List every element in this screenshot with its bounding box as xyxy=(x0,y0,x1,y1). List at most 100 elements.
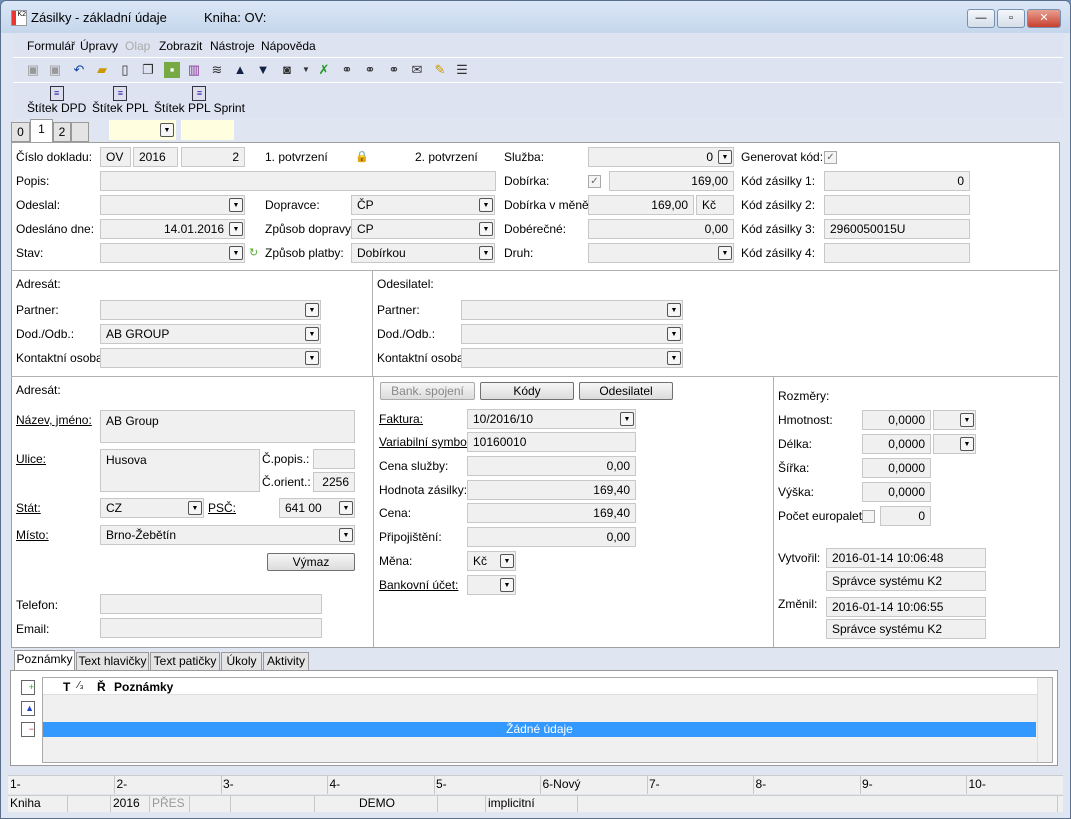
dropdown-icon[interactable]: ▼ xyxy=(302,65,310,74)
menu-formular[interactable]: Formulář xyxy=(27,39,76,53)
hodnota-input[interactable]: 169,40 xyxy=(467,480,636,500)
tab-text-paticky[interactable]: Text patičky xyxy=(150,652,220,671)
page-tab-2[interactable]: 2 xyxy=(53,122,71,142)
misto-combo[interactable]: Brno-Žebětín ▼ xyxy=(100,525,355,545)
stitek-ppl-button[interactable]: ≡ Štítek PPL xyxy=(92,86,149,115)
odeslal-combo[interactable]: ▼ xyxy=(100,195,245,215)
pripojisteni-input[interactable]: 0,00 xyxy=(467,527,636,547)
cena-input[interactable]: 169,40 xyxy=(467,503,636,523)
fkey-7[interactable]: 7- xyxy=(647,775,754,794)
popis-input[interactable] xyxy=(100,171,496,191)
col-r[interactable]: Ř xyxy=(97,680,106,694)
fkey-9[interactable]: 9- xyxy=(860,775,967,794)
edit-icon[interactable]: ✎ xyxy=(434,62,446,77)
odeslano-date[interactable]: 14.01.2016 ▼ xyxy=(100,219,245,239)
cislo-rada[interactable]: OV xyxy=(100,147,131,167)
menu-olap[interactable]: Olap xyxy=(125,39,151,53)
vyska-input[interactable]: 0,0000 xyxy=(862,482,931,502)
tab-aktivity[interactable]: Aktivity xyxy=(263,652,309,671)
minimize-button[interactable]: — xyxy=(967,9,995,28)
europalet-input[interactable]: 0 xyxy=(880,506,931,526)
mail-icon[interactable]: ✉ xyxy=(411,62,423,77)
fkey-3[interactable]: 3- xyxy=(221,775,328,794)
nazev-input[interactable]: AB Group xyxy=(100,410,355,443)
zmenil-user[interactable]: Správce systému K2 xyxy=(826,619,986,639)
save-as-icon[interactable]: ▣ xyxy=(48,62,62,77)
save-icon[interactable]: ▣ xyxy=(26,62,40,77)
tab-ukoly[interactable]: Úkoly xyxy=(221,652,262,671)
dobirka-mena-input[interactable]: 169,00 xyxy=(588,195,694,215)
cislo-number[interactable]: 2 xyxy=(181,147,245,167)
europalet-checkbox[interactable] xyxy=(862,510,875,523)
menu-icon[interactable]: ☰ xyxy=(456,62,468,77)
arrow-down-icon[interactable]: ▼ xyxy=(256,62,270,77)
kod4-input[interactable] xyxy=(824,243,970,263)
delka-input[interactable]: 0,0000 xyxy=(862,434,931,454)
sluzba-combo[interactable]: 0 ▼ xyxy=(588,147,734,167)
open-folder-icon[interactable]: ▰ xyxy=(97,62,107,77)
stitek-dpd-button[interactable]: ≡ Štítek DPD xyxy=(27,86,86,115)
hmotnost-input[interactable]: 0,0000 xyxy=(862,410,931,430)
binoculars-icon[interactable]: ⚭ xyxy=(341,62,353,77)
menu-nastroje[interactable]: Nástroje xyxy=(210,39,255,53)
hmotnost-unit-combo[interactable]: ▼ xyxy=(933,410,976,430)
menu-zobrazit[interactable]: Zobrazit xyxy=(159,39,203,53)
menu-napoveda[interactable]: Nápověda xyxy=(261,39,316,53)
kod1-input[interactable]: 0 xyxy=(824,171,970,191)
lock-icon[interactable]: ▪ xyxy=(164,62,180,78)
maximize-button[interactable]: ▫ xyxy=(997,9,1025,28)
close-button[interactable]: ✕ xyxy=(1027,9,1061,28)
col-3[interactable]: ⁄₃ xyxy=(78,680,84,691)
dobirka-mena-currency[interactable]: Kč xyxy=(696,195,734,215)
druh-combo[interactable]: ▼ xyxy=(588,243,734,263)
delka-unit-combo[interactable]: ▼ xyxy=(933,434,976,454)
cislo-rok[interactable]: 2016 xyxy=(133,147,178,167)
kod2-input[interactable] xyxy=(824,195,970,215)
page-tab-1[interactable]: 1 xyxy=(30,119,53,143)
sirka-input[interactable]: 0,0000 xyxy=(862,458,931,478)
corient-input[interactable]: 2256 xyxy=(313,472,355,492)
doberecne-input[interactable]: 0,00 xyxy=(588,219,734,239)
stav-combo[interactable]: ▼ xyxy=(100,243,245,263)
cpopis-input[interactable] xyxy=(313,449,355,469)
psc-combo[interactable]: 641 00 ▼ xyxy=(279,498,355,518)
tab-text-hlavicky[interactable]: Text hlavičky xyxy=(76,652,149,671)
dopravce-combo[interactable]: ČP ▼ xyxy=(351,195,495,215)
undo-icon[interactable]: ↶ xyxy=(73,62,85,77)
zpusob-platby-combo[interactable]: Dobírkou ▼ xyxy=(351,243,495,263)
bank-spojeni-button[interactable]: Bank. spojení xyxy=(380,382,475,400)
filter-input[interactable] xyxy=(181,120,234,140)
fkey-2[interactable]: 2- xyxy=(115,775,222,794)
new-document-icon[interactable]: ▯ xyxy=(121,62,129,77)
note-add-icon[interactable]: + xyxy=(21,680,35,695)
dod-combo[interactable]: AB GROUP ▼ xyxy=(100,324,321,344)
partner-combo[interactable]: ▼ xyxy=(100,300,321,320)
fkey-10[interactable]: 10- xyxy=(967,775,1071,794)
email-input[interactable] xyxy=(100,618,322,638)
stat-combo[interactable]: CZ ▼ xyxy=(100,498,204,518)
odesilatel-button[interactable]: Odesilatel xyxy=(579,382,673,400)
arrow-up-icon[interactable]: ▲ xyxy=(233,62,247,77)
kod3-input[interactable]: 2960050015U xyxy=(824,219,970,239)
camera-icon[interactable]: ◙ xyxy=(283,62,291,77)
generovat-checkbox[interactable]: ✓ xyxy=(824,151,837,164)
fkey-4[interactable]: 4- xyxy=(328,775,435,794)
binoculars-prev-icon[interactable]: ⚭ xyxy=(364,62,376,77)
telefon-input[interactable] xyxy=(100,594,322,614)
faktura-combo[interactable]: 10/2016/10 ▼ xyxy=(467,409,636,429)
dobirka-checkbox[interactable]: ✓ xyxy=(588,175,601,188)
fkey-6[interactable]: 6-Nový xyxy=(541,775,648,794)
kontakt-combo[interactable]: ▼ xyxy=(100,348,321,368)
vytvoril-user[interactable]: Správce systému K2 xyxy=(826,571,986,591)
vs-input[interactable]: 10160010 xyxy=(467,432,636,452)
fkey-8[interactable]: 8- xyxy=(754,775,861,794)
ucet-combo[interactable]: ▼ xyxy=(467,575,516,595)
cena-sluzby-input[interactable]: 0,00 xyxy=(467,456,636,476)
vertical-scrollbar[interactable] xyxy=(1037,678,1052,762)
stack-icon[interactable]: ≋ xyxy=(211,62,223,77)
zpusob-dopravy-combo[interactable]: CP ▼ xyxy=(351,219,495,239)
col-t[interactable]: T xyxy=(63,680,71,694)
vytvoril-date[interactable]: 2016-01-14 10:06:48 xyxy=(826,548,986,568)
excel-icon[interactable]: ✗ xyxy=(318,62,330,77)
ulice-input[interactable]: Husova xyxy=(100,449,260,492)
